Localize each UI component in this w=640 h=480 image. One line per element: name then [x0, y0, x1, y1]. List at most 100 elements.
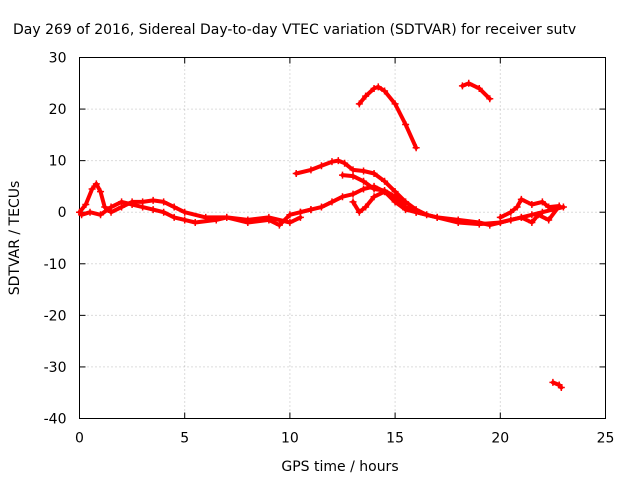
data-point	[118, 198, 126, 206]
y-tick-label: 20	[49, 102, 67, 118]
data-point	[307, 206, 315, 214]
y-tick-label: -20	[44, 308, 67, 324]
data-point	[433, 213, 441, 221]
series-track-i	[496, 195, 563, 227]
data-point	[355, 208, 363, 216]
data-point	[339, 171, 346, 179]
data-point	[528, 219, 536, 227]
data-point	[275, 221, 283, 229]
data-point	[349, 166, 357, 174]
data-point	[334, 157, 342, 165]
data-point	[286, 219, 294, 227]
data-point	[265, 216, 273, 224]
data-point	[402, 203, 410, 211]
data-point	[82, 200, 90, 208]
data-point	[223, 213, 231, 221]
data-point	[475, 220, 483, 228]
data-point	[370, 84, 378, 92]
data-series	[76, 79, 567, 392]
series-track-track-f	[351, 189, 398, 215]
data-point	[149, 196, 157, 204]
data-point	[538, 208, 546, 216]
data-point	[370, 170, 378, 178]
data-point	[507, 216, 515, 224]
data-point	[517, 195, 525, 203]
data-point	[355, 100, 363, 108]
data-point	[513, 203, 521, 211]
data-point	[412, 208, 420, 216]
data-point	[549, 378, 557, 386]
data-point	[374, 83, 382, 91]
series-track-track-g	[357, 84, 419, 150]
data-point	[370, 193, 378, 201]
data-point	[545, 203, 553, 211]
data-point	[349, 198, 357, 206]
series-track-track-e	[340, 173, 566, 227]
series-track-track-c	[298, 184, 503, 228]
data-point	[349, 172, 357, 180]
data-point	[534, 211, 542, 219]
x-tick-label: 5	[180, 431, 189, 447]
data-point	[107, 203, 115, 211]
series-track-h	[458, 79, 494, 103]
data-point	[465, 79, 473, 87]
data-point	[328, 198, 336, 206]
y-tick-label: 10	[49, 154, 67, 170]
data-point	[528, 211, 536, 219]
data-point	[362, 203, 370, 211]
series-track-b	[78, 198, 315, 229]
data-point	[496, 219, 504, 227]
y-tick-label: 0	[58, 205, 67, 221]
data-point	[341, 159, 349, 167]
data-point	[191, 219, 199, 227]
data-point	[181, 216, 189, 224]
data-point	[402, 121, 410, 129]
data-point	[517, 213, 525, 221]
data-point	[475, 84, 483, 92]
x-tick-label: 15	[386, 431, 404, 447]
y-tick-label: 30	[49, 51, 67, 67]
data-point	[139, 203, 147, 211]
y-tick-label: -10	[44, 257, 67, 273]
axis-ticks: 0 5 10 15 20 25 -40 -30 -20 -10 0 10 20 30	[44, 51, 615, 447]
data-point	[97, 211, 105, 219]
data-point	[559, 203, 567, 211]
x-tick-label: 25	[597, 431, 615, 447]
data-point	[317, 162, 325, 170]
x-tick-label: 10	[281, 431, 299, 447]
data-point	[128, 200, 136, 208]
data-point	[349, 190, 357, 198]
series-track-track-h	[460, 81, 492, 101]
data-point	[286, 211, 294, 219]
series-track-g	[355, 83, 420, 152]
plot-frame	[79, 57, 606, 419]
chart-title: Day 269 of 2016, Sidereal Day-to-day VTE…	[13, 22, 576, 38]
data-point	[362, 92, 370, 100]
data-point	[545, 216, 553, 224]
data-point	[292, 170, 300, 178]
data-point	[381, 87, 389, 95]
series-track-track-b	[79, 199, 313, 228]
data-point	[538, 198, 546, 206]
data-point	[381, 188, 389, 196]
data-point	[160, 198, 168, 206]
data-point	[97, 188, 105, 196]
data-point	[170, 203, 178, 211]
x-axis-label: GPS time / hours	[281, 459, 398, 475]
data-point	[391, 193, 399, 201]
y-tick-label: -30	[44, 360, 67, 376]
data-point	[528, 200, 536, 208]
data-point	[170, 213, 178, 221]
data-point	[360, 167, 368, 175]
data-point	[92, 180, 100, 188]
data-point	[212, 216, 220, 224]
data-point	[360, 177, 368, 185]
data-point	[88, 185, 96, 193]
data-point	[307, 166, 315, 174]
data-point	[391, 100, 399, 108]
y-tick-label: -40	[44, 412, 67, 428]
data-point	[370, 185, 378, 193]
data-point	[244, 219, 252, 227]
grid-lines	[79, 57, 606, 419]
